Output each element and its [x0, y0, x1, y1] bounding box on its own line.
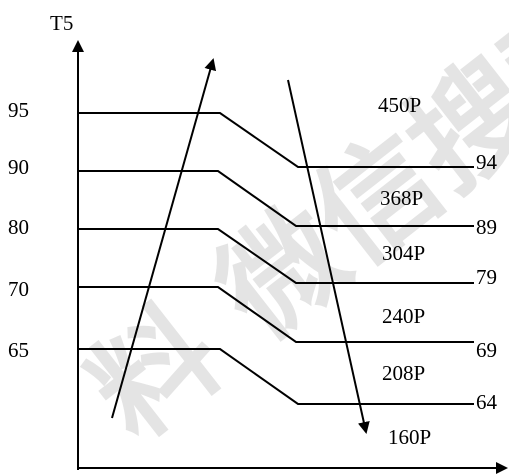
- load-label: 160P: [388, 425, 431, 449]
- level-left-label: 80: [8, 215, 29, 239]
- load-label: 240P: [382, 304, 425, 328]
- level-right-label: 89: [476, 215, 497, 239]
- level-left-label: 95: [8, 98, 29, 122]
- load-label: 450P: [378, 93, 421, 117]
- level-right-label: 69: [476, 338, 497, 362]
- level-line-90: [78, 170, 474, 227]
- load-label: 304P: [382, 241, 425, 265]
- y-axis-label: T5: [50, 11, 73, 35]
- level-line-65: [78, 348, 474, 405]
- increase-arrow: [111, 58, 217, 419]
- level-right-label: 94: [476, 150, 498, 174]
- level-left-label: 90: [8, 155, 29, 179]
- level-left-label: 65: [8, 338, 29, 362]
- level-left-label: 70: [8, 277, 29, 301]
- level-right-label: 79: [476, 265, 497, 289]
- decrease-arrow: [287, 79, 370, 434]
- load-label: 368P: [380, 186, 423, 210]
- load-label: 208P: [382, 361, 425, 385]
- level-line-95: [78, 112, 474, 168]
- level-line-80: [78, 228, 474, 284]
- level-right-label: 64: [476, 390, 498, 414]
